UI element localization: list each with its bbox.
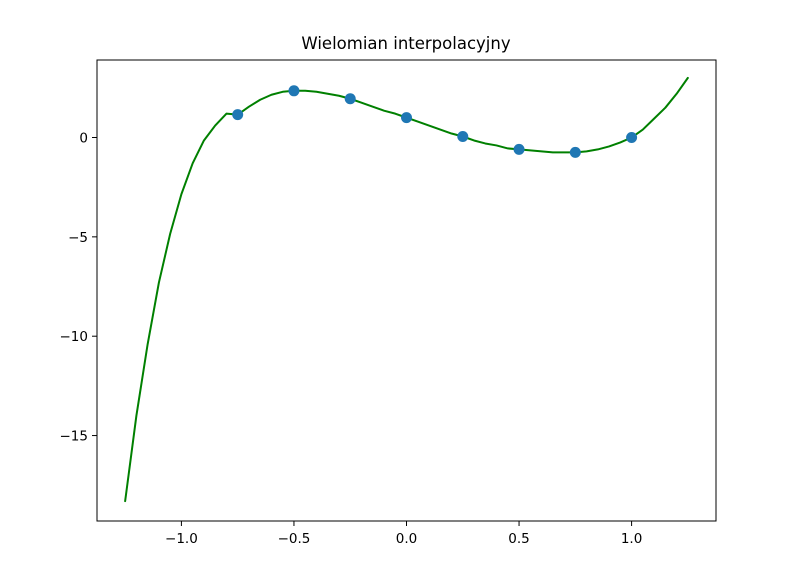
y-tick-label: −5: [68, 230, 88, 246]
y-tick-label: −10: [60, 329, 89, 345]
data-point: [569, 146, 581, 158]
data-point: [288, 85, 300, 97]
x-tick-label: −1.0: [165, 531, 198, 547]
chart-title: Wielomian interpolacyjny: [301, 34, 510, 53]
x-tick-label: 0.5: [508, 531, 529, 547]
x-tick-label: 0.0: [396, 531, 417, 547]
plot-area: [124, 76, 689, 503]
y-tick-label: −15: [60, 429, 89, 445]
data-point: [344, 93, 356, 105]
y-tick-label: 0: [79, 130, 88, 146]
data-point: [626, 131, 638, 143]
x-tick-label: −0.5: [278, 531, 311, 547]
data-point: [457, 131, 469, 143]
data-point: [232, 109, 244, 121]
data-point: [401, 112, 412, 124]
data-point: [513, 143, 525, 155]
axes-frame: [96, 59, 717, 522]
axes: −1.0 −0.5 0.0 0.5 1.0 0 −5 −10 −15: [60, 59, 717, 547]
series-line: [124, 76, 689, 503]
x-tick-label: 1.0: [621, 531, 642, 547]
